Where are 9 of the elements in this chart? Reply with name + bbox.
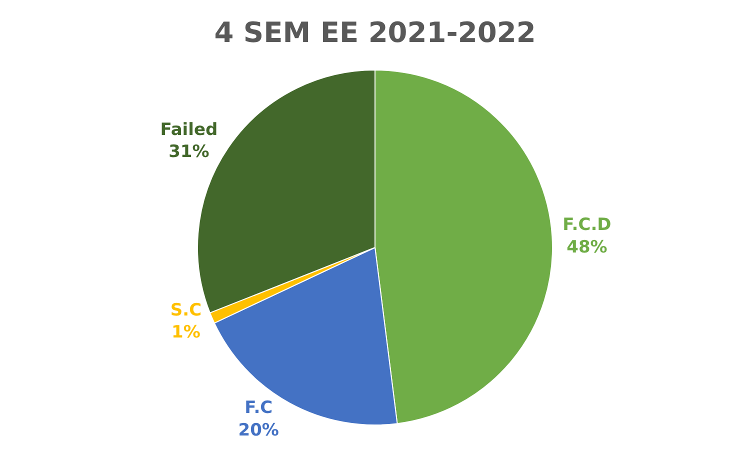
data-label: 48% (566, 237, 608, 258)
slice-label: S.C (170, 300, 202, 320)
data-label: 1% (172, 322, 200, 342)
chart-title: 4 SEM EE 2021-2022 (214, 16, 536, 50)
data-label: 31% (168, 142, 210, 162)
slice-label: Failed (160, 120, 218, 140)
slice-label: F.C (244, 398, 273, 418)
slice-label: F.C.D (562, 215, 612, 236)
data-label: 20% (238, 420, 279, 440)
